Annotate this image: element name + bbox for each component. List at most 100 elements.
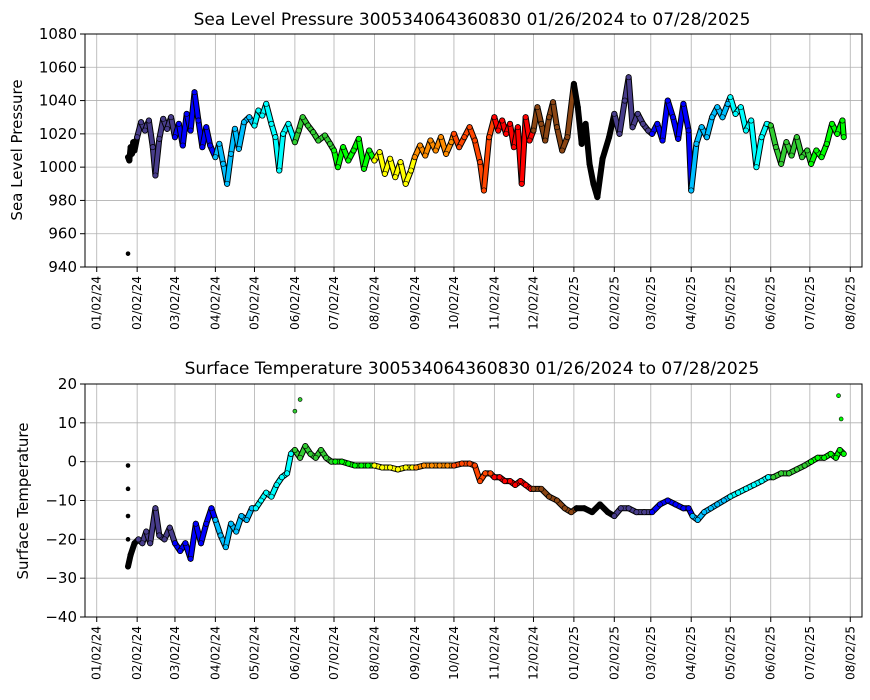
data-point <box>387 464 393 471</box>
data-point <box>305 122 311 129</box>
data-point <box>232 125 238 132</box>
data-point <box>379 464 386 471</box>
data-points <box>125 74 847 256</box>
data-point <box>268 120 275 127</box>
data-point <box>345 157 352 164</box>
data-point <box>436 462 443 469</box>
chart-surface-temperature: Surface Temperature 300534064360830 01/2… <box>14 359 863 680</box>
data-point <box>461 134 468 141</box>
data-segment <box>153 506 162 538</box>
data-point <box>172 134 178 141</box>
data-point <box>597 501 603 508</box>
data-segment <box>583 121 592 166</box>
data-point <box>238 513 245 519</box>
data-point <box>685 505 692 512</box>
data-point <box>732 110 739 117</box>
data-point <box>278 474 285 481</box>
data-point <box>659 137 666 144</box>
data-point <box>134 134 141 141</box>
data-point <box>365 462 371 469</box>
data-point <box>371 462 378 469</box>
data-point <box>720 497 727 504</box>
data-point <box>156 532 163 539</box>
data-point <box>130 139 137 146</box>
x-tick-label: 01/02/25 <box>567 626 581 680</box>
data-point <box>518 180 525 187</box>
data-point <box>526 137 533 144</box>
data-point <box>534 104 541 111</box>
data-point <box>808 160 815 167</box>
y-tick-label: 1020 <box>39 125 77 143</box>
data-point <box>139 540 146 547</box>
data-point <box>276 167 283 174</box>
grid <box>85 383 862 618</box>
x-tick-label: 12/02/24 <box>526 276 540 330</box>
data-point <box>689 513 696 519</box>
data-point <box>376 149 383 156</box>
data-point <box>332 458 339 465</box>
data-point <box>634 110 641 117</box>
data-segment <box>236 120 247 151</box>
data-segment <box>689 141 699 193</box>
data-point <box>680 101 687 107</box>
x-tick-label: 08/02/24 <box>367 626 381 680</box>
data-segment <box>277 131 286 173</box>
data-segment <box>551 100 559 130</box>
data-point <box>217 532 224 539</box>
y-tick-label: 1040 <box>39 92 77 110</box>
data-point <box>654 120 661 127</box>
data-point <box>808 458 815 465</box>
data-segment <box>600 135 612 161</box>
plot-frame <box>84 383 863 618</box>
data-point <box>331 147 337 154</box>
data-point <box>263 101 270 107</box>
data-point <box>503 130 509 137</box>
data-point <box>361 165 367 172</box>
x-tick-label: 04/02/24 <box>208 276 222 330</box>
x-tick-label: 08/02/25 <box>843 626 857 680</box>
data-point <box>554 124 560 131</box>
chart-title: Sea Level Pressure 300534064360830 01/26… <box>194 10 751 30</box>
data-point <box>783 139 790 146</box>
data-point <box>570 81 577 87</box>
data-point <box>168 114 174 121</box>
x-tick-label: 07/02/25 <box>803 626 817 680</box>
data-point <box>451 130 457 137</box>
data-point <box>258 497 264 504</box>
data-point <box>564 134 571 141</box>
data-point <box>127 551 134 558</box>
data-point <box>402 464 409 471</box>
data-point <box>657 501 663 508</box>
x-tick-label: 10/02/24 <box>447 626 461 680</box>
data-point <box>318 447 324 453</box>
data-point <box>471 137 478 144</box>
data-point <box>582 120 589 127</box>
data-point <box>546 114 553 121</box>
data-point <box>142 127 148 134</box>
data-point <box>499 117 506 124</box>
x-tick-label: 08/02/25 <box>843 276 857 330</box>
data-point <box>284 470 290 477</box>
data-point <box>507 478 513 484</box>
data-point <box>617 505 624 512</box>
data-point <box>417 142 423 149</box>
data-point <box>147 540 154 547</box>
data-point <box>793 134 800 141</box>
x-tick-label: 11/02/24 <box>487 276 501 330</box>
data-point <box>793 466 800 473</box>
x-tick-label: 10/02/24 <box>447 276 461 330</box>
data-point <box>559 147 566 154</box>
x-tick-label: 06/02/24 <box>288 276 302 330</box>
data-point <box>703 134 710 141</box>
data-point <box>220 160 227 167</box>
x-tick-label: 05/02/25 <box>723 626 737 680</box>
outlier-point <box>838 416 844 422</box>
data-point <box>456 144 463 151</box>
data-point <box>538 485 545 492</box>
x-tick-label: 06/02/25 <box>764 276 778 330</box>
data-point <box>616 130 623 137</box>
data-point <box>680 505 687 512</box>
y-ticks: 940 960 980 1000 1020 1040 1060 1080 <box>39 25 85 276</box>
data-point <box>719 114 726 121</box>
y-ticks: −40 −30 −20 −10 0 10 20 <box>45 375 85 626</box>
